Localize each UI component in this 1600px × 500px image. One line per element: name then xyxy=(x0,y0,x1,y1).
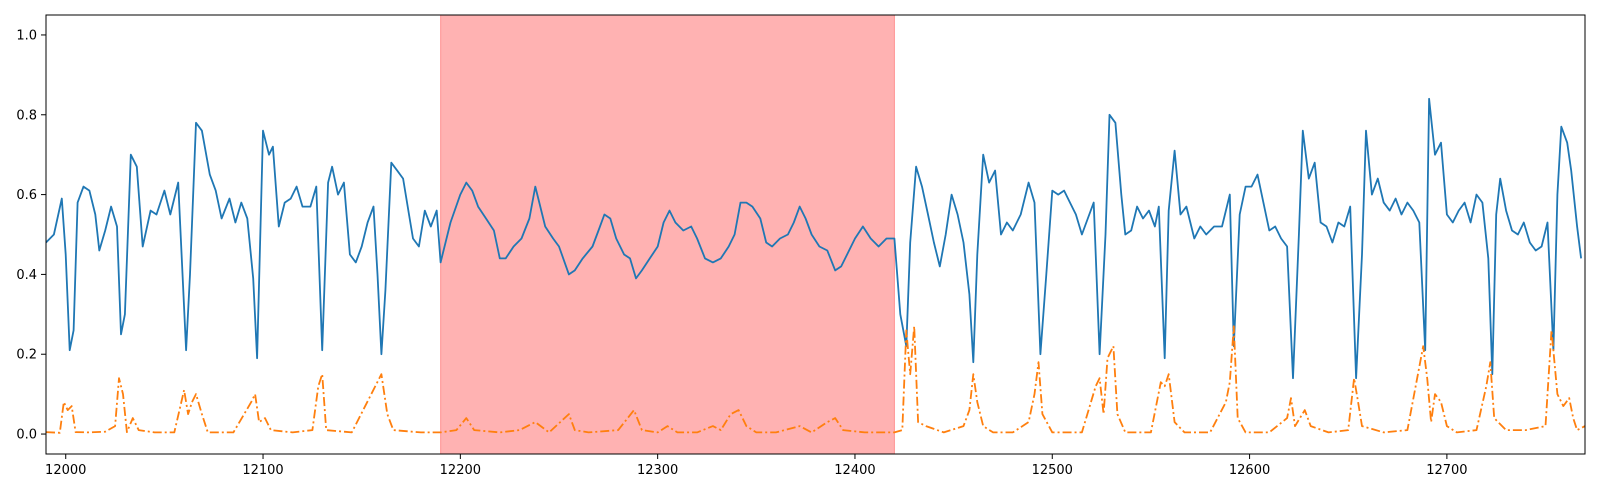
x-tick-label: 12600 xyxy=(1229,463,1270,478)
series-layer xyxy=(46,97,1585,434)
x-tick-label: 12300 xyxy=(637,463,678,478)
series-line-2 xyxy=(46,325,1585,434)
y-tick-label: 0.0 xyxy=(16,428,37,443)
highlight-region xyxy=(440,14,895,455)
y-tick-label: 0.6 xyxy=(16,188,37,203)
highlight-region-layer xyxy=(440,14,895,455)
x-tick-label: 12400 xyxy=(834,463,875,478)
x-tick-label: 12100 xyxy=(242,463,283,478)
axes-layer: 12000 12100 12200 12300 12400 12500 12600 12700… xyxy=(16,14,1586,478)
x-tick-label: 12200 xyxy=(440,463,481,478)
series-line-1 xyxy=(46,97,1582,380)
y-tick-label: 0.4 xyxy=(16,268,37,283)
y-tick-label: 0.8 xyxy=(16,108,37,123)
x-tick-label: 12500 xyxy=(1032,463,1073,478)
y-tick-label: 0.2 xyxy=(16,348,37,363)
plot-frame xyxy=(45,14,1586,455)
x-tick-label: 12000 xyxy=(45,463,86,478)
x-tick-label: 12700 xyxy=(1426,463,1467,478)
y-tick-label: 1.0 xyxy=(16,28,37,43)
